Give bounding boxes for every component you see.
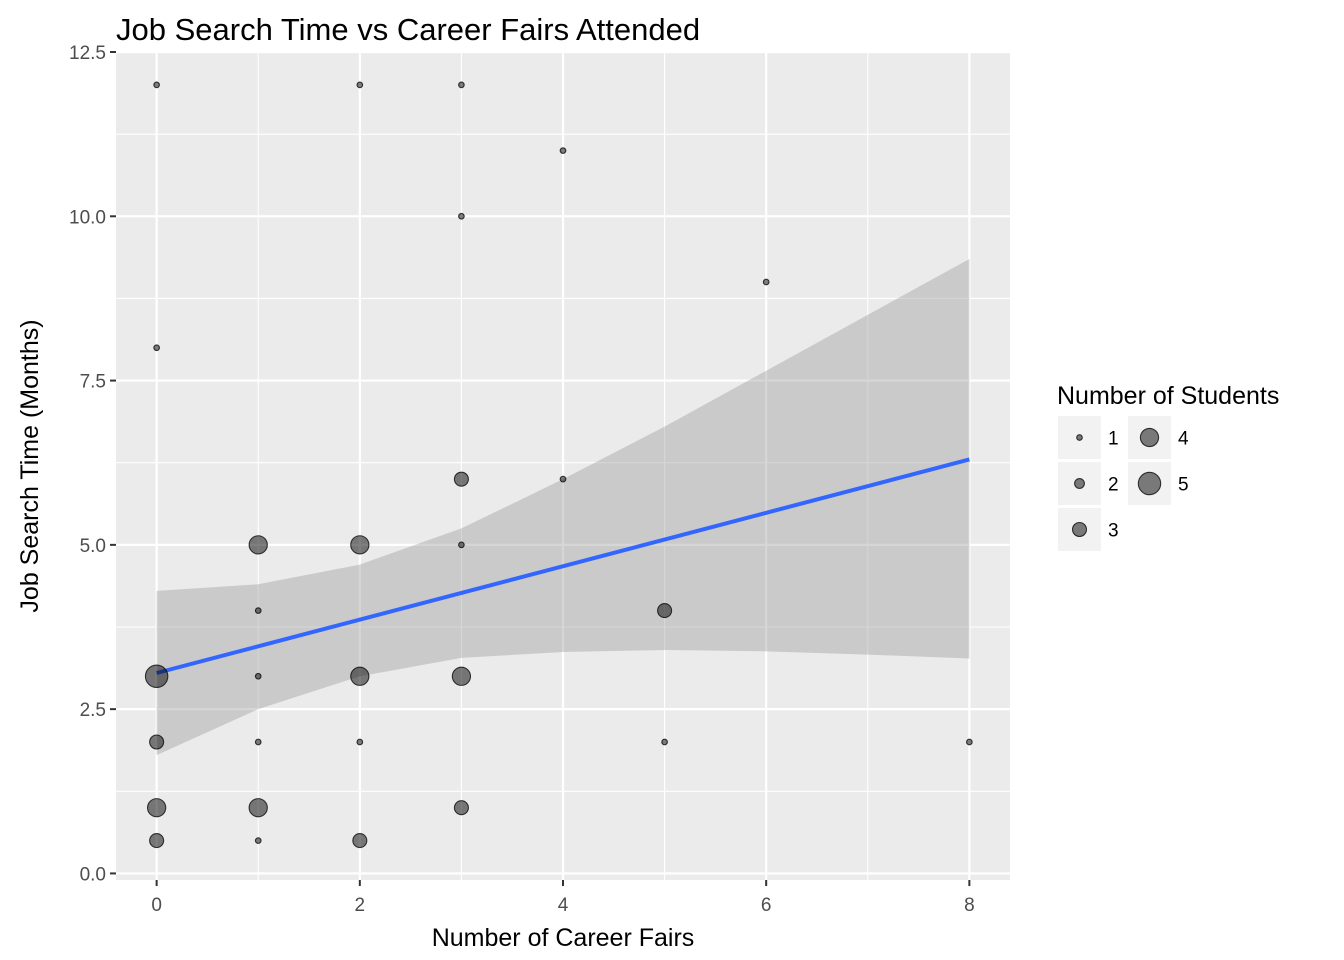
y-axis-label: Job Search Time (Months) [16,319,44,612]
legend-title: Number of Students [1057,382,1279,410]
x-axis-label: Number of Career Fairs [432,924,695,952]
data-point [352,833,368,849]
data-point [661,738,668,746]
data-point [458,212,465,220]
data-point [657,603,673,619]
legend-key-label: 4 [1178,429,1189,450]
data-point [356,81,364,89]
data-point [254,607,262,614]
y-tick-label: 10.0 [69,207,106,228]
data-point [356,738,364,746]
data-point [144,664,169,689]
data-point [451,666,472,686]
data-points [144,81,973,849]
data-point [153,344,160,352]
data-point [248,798,268,818]
data-point [149,833,165,849]
data-point [453,800,469,816]
x-tick-label: 8 [964,895,975,916]
legend: Number of Students 1 2 3 4 5 [1057,382,1279,551]
data-point [458,541,465,549]
trend-line [156,457,970,675]
data-point [254,837,262,844]
data-point [254,672,262,680]
data-point [350,535,370,555]
x-tick-label: 6 [761,895,772,916]
data-point [559,147,567,154]
data-point [254,738,262,746]
data-point [762,278,770,286]
y-tick-label: 2.5 [80,700,106,721]
legend-key-point [1076,434,1083,441]
x-tick-label: 4 [558,895,569,916]
data-point [149,734,165,750]
legend-key-point [1139,427,1160,448]
x-tick-label: 2 [355,895,366,916]
x-tick-label: 0 [151,895,162,916]
confidence-band [156,259,970,756]
legend-key-point [1071,521,1088,538]
legend-key-label: 5 [1178,475,1189,496]
y-tick-label: 12.5 [69,43,106,64]
data-point [966,738,973,746]
y-tick-label: 7.5 [80,372,106,393]
legend-key-point [1074,478,1085,489]
legend-key-label: 1 [1108,429,1119,450]
y-tick-label: 0.0 [80,864,106,885]
y-axis: 0.0 2.5 5.0 7.5 10.0 12.5 [69,43,116,885]
data-point [559,475,567,483]
data-point [458,81,465,89]
y-tick-label: 5.0 [80,536,106,557]
x-axis: 0 2 4 6 8 [151,880,975,916]
data-point [453,471,469,487]
legend-key-point [1137,471,1162,496]
legend-keys: 1 2 3 4 5 [1058,416,1189,551]
data-point [248,535,268,555]
data-point [350,666,370,686]
legend-key-label: 2 [1108,475,1119,496]
data-point [146,798,167,818]
chart-title: Job Search Time vs Career Fairs Attended [116,12,700,47]
data-point [153,81,160,89]
legend-key-label: 3 [1108,521,1119,542]
